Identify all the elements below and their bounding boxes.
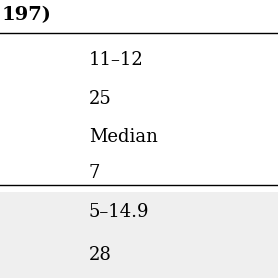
Text: 25: 25 [89,90,112,108]
Bar [0,232,278,278]
Text: 7: 7 [89,165,100,182]
Text: 5–14.9: 5–14.9 [89,203,150,221]
Text: 11–12: 11–12 [89,51,144,69]
Text: 197): 197) [2,6,52,24]
Text: Median: Median [89,128,158,145]
Bar [0,192,278,232]
Text: 28: 28 [89,246,112,264]
